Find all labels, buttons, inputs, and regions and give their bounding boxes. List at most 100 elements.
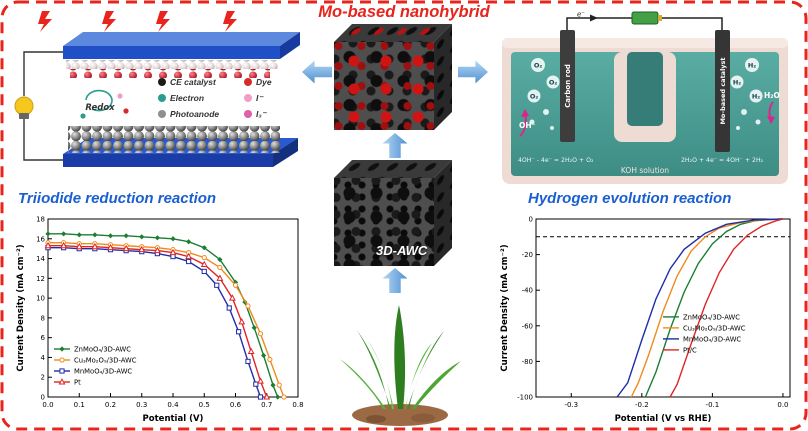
redox-label: Redox (85, 103, 115, 113)
h2-label: H₂ (748, 62, 756, 70)
mo-nanohybrid-cube (334, 24, 452, 130)
legend-label: CE catalyst (170, 77, 216, 87)
svg-text:-0.3: -0.3 (564, 401, 578, 409)
svg-text:Pt/C: Pt/C (683, 346, 697, 354)
legend-label: Electron (170, 93, 205, 103)
svg-text:10: 10 (36, 295, 45, 303)
ce-catalyst-dot (158, 78, 166, 86)
svg-text:-0.2: -0.2 (635, 401, 649, 409)
svg-text:Pt: Pt (74, 379, 81, 387)
left-electrode-label: Carbon rod (564, 64, 572, 108)
electrolysis-cell-schematic: e⁻ O₂ O₂ O₂ H₂ H₂ H₂ OH⁻ H₂O 4OH⁻ - 4e⁻ … (502, 11, 788, 184)
iodide-dot (244, 94, 252, 102)
svg-text:MnMoO₄/3D-AWC: MnMoO₄/3D-AWC (683, 335, 741, 343)
svg-text:0.4: 0.4 (167, 401, 179, 409)
svg-text:12: 12 (36, 275, 45, 283)
carbon-rod-electrode (560, 30, 575, 142)
left-section-title: Triiodide reduction reaction (18, 190, 217, 207)
svg-text:Cu₃Mo₂O₉/3D-AWC: Cu₃Mo₂O₉/3D-AWC (74, 357, 137, 365)
svg-text:0.1: 0.1 (74, 401, 85, 409)
svg-text:0: 0 (529, 216, 533, 224)
anode-equation: 4OH⁻ - 4e⁻ = 2H₂O + O₂ (518, 157, 594, 164)
dssc-legend: CE catalyst Dye Electron I⁻ Photoanode I… (158, 76, 304, 120)
o2-label: O₂ (549, 79, 558, 87)
photoanode-dot (158, 110, 166, 118)
svg-text:-100: -100 (517, 394, 533, 402)
svg-text:8: 8 (41, 314, 45, 322)
oh-arrowhead (521, 109, 529, 117)
battery-icon (631, 11, 662, 25)
svg-text:-0.1: -0.1 (706, 401, 720, 409)
svg-text:0.0: 0.0 (777, 401, 788, 409)
aloe-plant (340, 305, 461, 426)
legend-item: CE catalyst (158, 76, 244, 88)
redox-cycle-icon: Redox (80, 89, 129, 119)
svg-text:-40: -40 (522, 287, 533, 295)
awc-carbon-cube (334, 160, 452, 266)
svg-text:2: 2 (41, 374, 45, 382)
svg-text:-80: -80 (522, 358, 533, 366)
her-lsv-chart: -0.3 -0.2 -0.1 0.0 0 -20 -40 -60 -80 -100 Potentia… (498, 213, 798, 425)
oxygen-bubbles (527, 58, 560, 130)
solution-label: KOH solution (621, 166, 669, 175)
svg-text:16: 16 (36, 235, 45, 243)
cathode-equation: 2H₂O + 4e⁻ = 4OH⁻ + 2H₂ (681, 157, 764, 164)
arrow-up-icon (382, 268, 408, 293)
electron-label: e⁻ (577, 11, 585, 19)
svg-text:6: 6 (41, 334, 46, 342)
svg-text:Potential (V): Potential (V) (143, 414, 204, 424)
dye-sphere-row (70, 69, 270, 78)
legend-item: Photoanode (158, 108, 244, 120)
legend-label: I₃⁻ (256, 108, 267, 119)
dye-dot (244, 78, 252, 86)
hydrogen-bubbles (730, 58, 763, 130)
legend-label: Dye (256, 77, 272, 87)
h2-label: H₂ (733, 79, 741, 87)
legend-item: Dye (244, 76, 304, 88)
svg-text:0.7: 0.7 (261, 401, 272, 409)
h2o-label: H₂O (764, 91, 780, 100)
light-bulb-icon (14, 51, 63, 161)
awc-label: 3D-AWC (376, 243, 428, 258)
arrow-right-icon (458, 60, 488, 84)
figure-title: Mo-based nanohybrid (318, 3, 490, 21)
svg-text:ZnMoO₄/3D-AWC: ZnMoO₄/3D-AWC (74, 346, 131, 354)
cube-top-face (334, 24, 452, 42)
svg-text:-60: -60 (522, 322, 533, 330)
right-electrode-label: Mo-based catalyst (719, 57, 727, 124)
svg-text:0.5: 0.5 (199, 401, 210, 409)
solar-cell-schematic: Redox (14, 11, 300, 167)
svg-text:0.3: 0.3 (136, 401, 147, 409)
electron-dot (158, 94, 166, 102)
o2-label: O₂ (534, 62, 543, 70)
svg-text:MnMoO₄/3D-AWC: MnMoO₄/3D-AWC (74, 368, 132, 376)
cube-side-face (434, 24, 452, 130)
svg-text:Cu₃Mo₂O₉/3D-AWC: Cu₃Mo₂O₉/3D-AWC (683, 324, 746, 332)
triiodide-dot (244, 110, 252, 118)
arrow-up-icon (382, 133, 408, 158)
right-section-title: Hydrogen evolution reaction (528, 190, 732, 207)
svg-text:-20: -20 (522, 251, 533, 259)
svg-text:18: 18 (36, 216, 45, 224)
dssc-jv-chart: 0.0 0.1 0.2 0.3 0.4 0.5 0.6 0.7 0.8 0 2 4 6 8 10 12 14 16… (14, 213, 308, 425)
svg-text:Current Density (mA cm⁻²): Current Density (mA cm⁻²) (500, 244, 510, 371)
svg-text:14: 14 (36, 255, 45, 263)
h2-label: H₂ (752, 93, 760, 101)
legend-item: Electron (158, 92, 244, 104)
electron-flow-arrow (590, 14, 598, 22)
svg-text:Potential (V vs RHE): Potential (V vs RHE) (615, 414, 712, 424)
counter-electrode-slab (63, 32, 300, 59)
cube-front-face (334, 42, 434, 130)
legend-item: I⁻ (244, 92, 304, 104)
svg-text:0: 0 (41, 394, 45, 402)
cube-top-face (334, 160, 452, 178)
photoanode-sphere-grid (68, 126, 280, 153)
svg-text:4: 4 (41, 354, 46, 362)
cube-front-face (334, 178, 434, 266)
legend-label: Photoanode (170, 109, 220, 119)
catalyst-sphere-row (66, 60, 278, 69)
oh-label: OH⁻ (519, 121, 536, 130)
svg-text:Current Density (mA cm⁻²): Current Density (mA cm⁻²) (16, 244, 26, 371)
svg-text:0.8: 0.8 (292, 401, 303, 409)
